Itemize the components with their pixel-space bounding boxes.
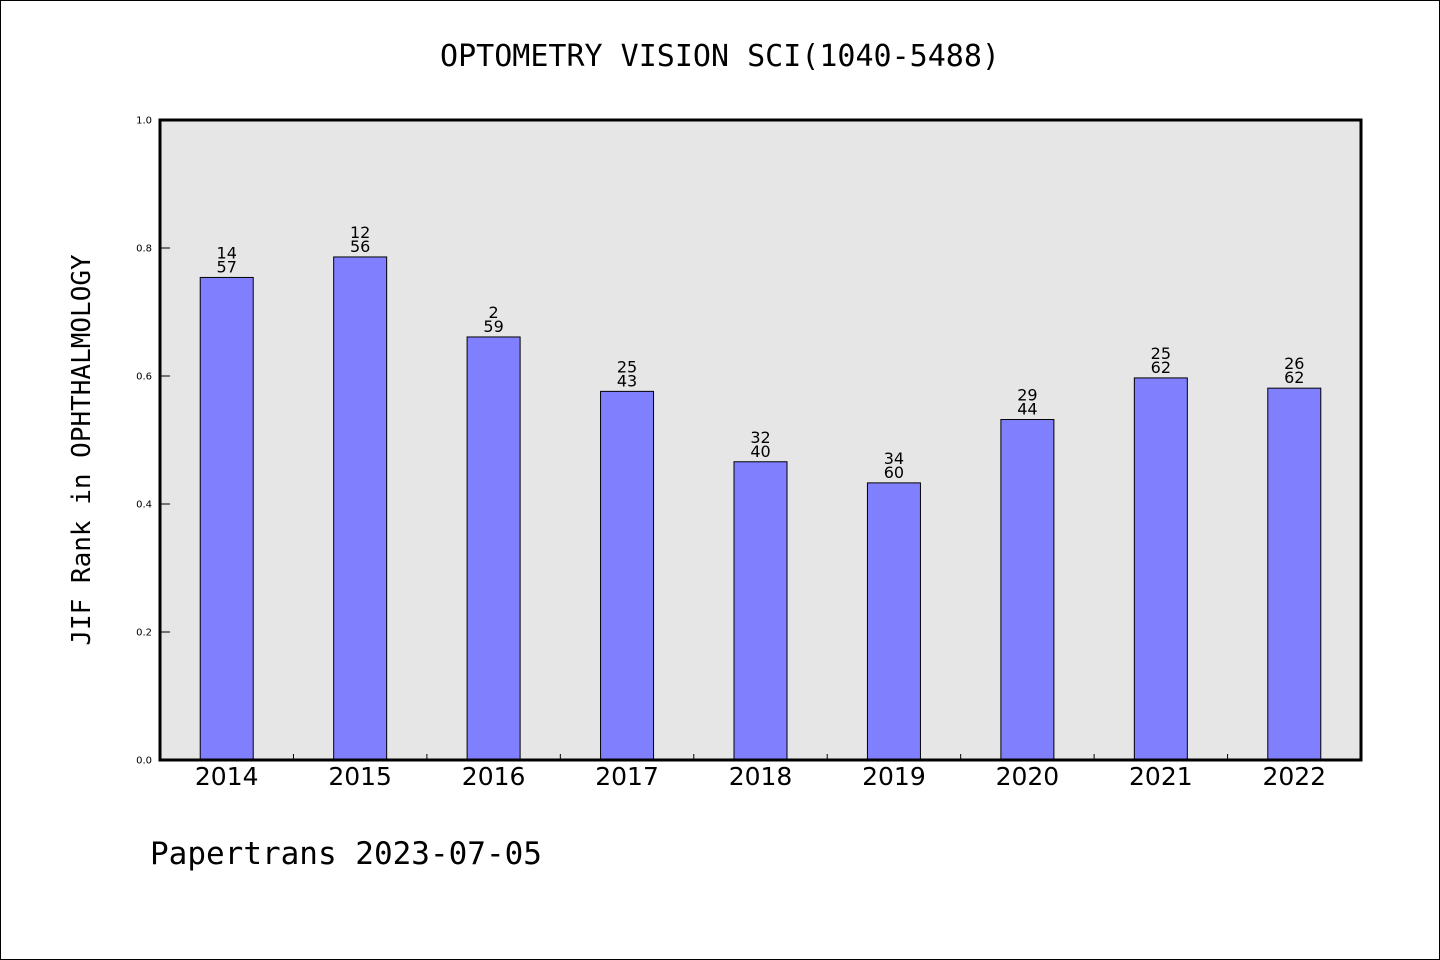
x-tick-label: 2019 (862, 762, 926, 791)
bar-label-rank: 32 (750, 428, 770, 447)
axis-ticks: 0.0 0.2 0.4 0.6 0.8 1.0 (136, 116, 1229, 767)
bar-label-total: 59 (483, 317, 503, 336)
x-tick-label: 2014 (195, 762, 259, 791)
bar-label-rank: 2 (489, 303, 499, 322)
x-tick-label: 2015 (328, 762, 392, 791)
y-tick-label: 1.0 (136, 116, 152, 127)
bar-2014 (199, 276, 254, 761)
bar-label-total: 43 (617, 371, 637, 390)
bar-2019 (866, 482, 921, 761)
y-tick-label: 0.6 (136, 372, 152, 383)
bar-2015 (333, 256, 388, 761)
bar-label-total: 56 (350, 237, 370, 256)
bar-2018 (733, 461, 788, 761)
bar-label-total: 40 (750, 442, 770, 461)
bar-label-total: 57 (217, 257, 237, 276)
bars (199, 256, 1322, 761)
bar-2017 (600, 390, 655, 761)
bar-label-total: 62 (1284, 368, 1304, 387)
x-tick-label: 2021 (1129, 762, 1193, 791)
bar-2022 (1267, 387, 1322, 761)
bar-label-rank: 25 (1151, 344, 1171, 363)
bar-2016 (466, 336, 521, 761)
bar-label-total: 60 (884, 463, 904, 482)
y-tick-label: 0.4 (136, 500, 152, 511)
footer-credit: Papertrans 2023-07-05 (150, 836, 542, 872)
bar-label-rank: 29 (1017, 386, 1037, 405)
x-tick-label: 2018 (729, 762, 793, 791)
x-tick-label: 2016 (462, 762, 526, 791)
bar-label-rank: 14 (217, 243, 237, 262)
bar-label-rank: 34 (884, 449, 904, 468)
y-tick-label: 0.8 (136, 244, 152, 255)
bar-2020 (1000, 419, 1055, 761)
x-tick-label: 2020 (996, 762, 1060, 791)
x-tick-label: 2022 (1262, 762, 1326, 791)
x-tick-label: 2017 (595, 762, 659, 791)
y-tick-label: 0.2 (136, 628, 152, 639)
plot-border (158, 118, 1363, 762)
bar-label-total: 62 (1151, 358, 1171, 377)
bar-label-rank: 26 (1284, 354, 1304, 373)
bar-label-total: 44 (1017, 400, 1037, 419)
bar-label-rank: 25 (617, 357, 637, 376)
y-axis-label: JIF Rank in OPHTHALMOLOGY (67, 254, 97, 646)
bar-label-rank: 12 (350, 223, 370, 242)
chart-title: OPTOMETRY VISION SCI(1040-5488) (440, 39, 1000, 74)
y-tick-label: 0.0 (136, 756, 152, 767)
bar-2021 (1133, 377, 1188, 761)
bar-labels: 1457201412562015259201625432017324020183… (195, 223, 1326, 791)
